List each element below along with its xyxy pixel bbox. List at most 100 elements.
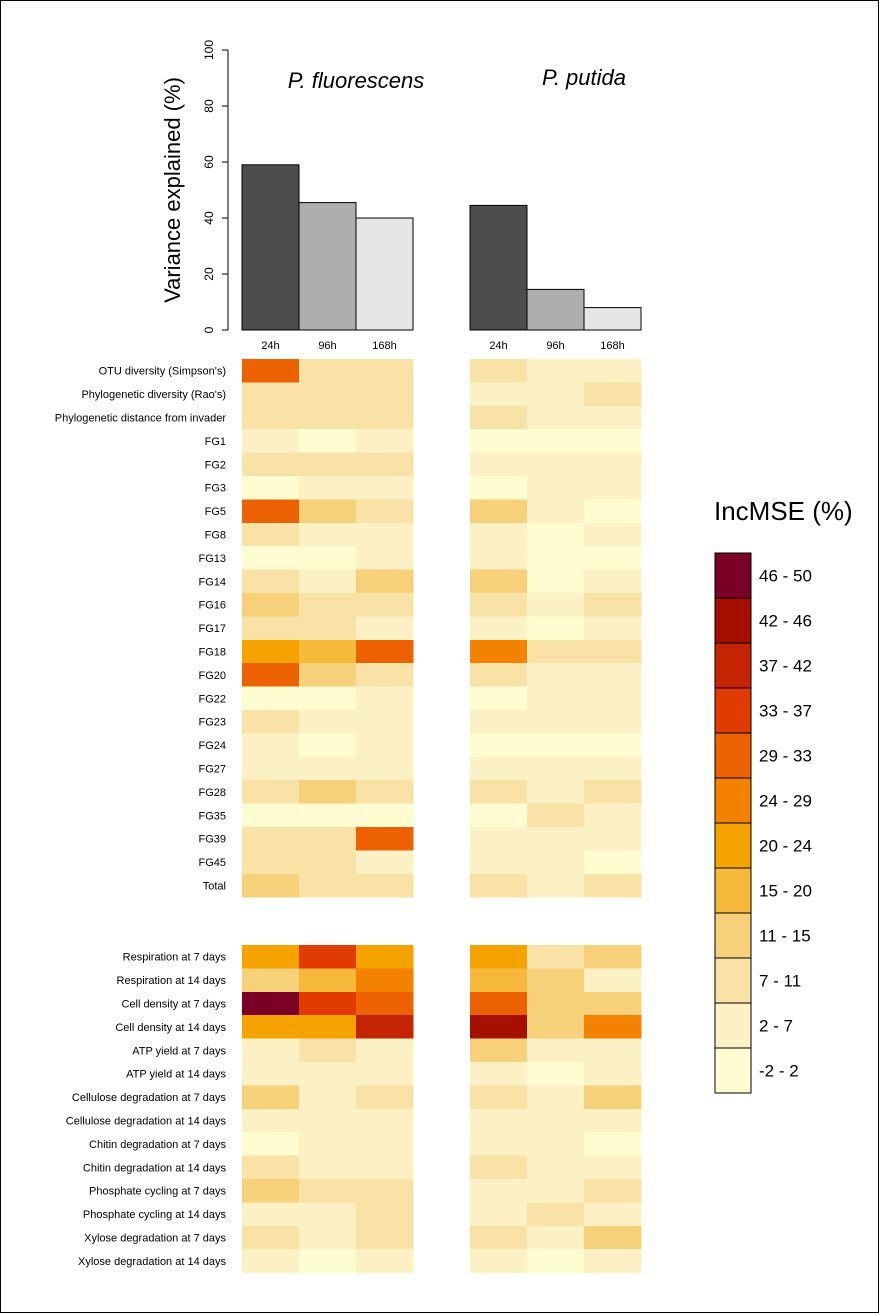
heatmap-row-label: Cell density at 14 days <box>115 1022 226 1034</box>
heatmap-cell-p-putida-fg28-24h <box>470 780 528 805</box>
heatmap-cell-p-fluorescens-fg5-168h <box>356 499 414 524</box>
heatmap-cell-p-putida-fg17-96h <box>527 616 585 641</box>
heatmap-cell-p-putida-xylose-degradation-at-7-days-168h <box>584 1225 642 1250</box>
legend-swatch <box>714 822 752 869</box>
heatmap-cell-p-putida-fg39-24h <box>470 827 528 851</box>
heatmap-cell-p-putida-fg5-24h <box>470 499 528 524</box>
heatmap-cell-p-putida-fg1-96h <box>527 429 585 454</box>
heatmap-cell-p-putida-respiration-at-14-days-24h <box>470 968 528 993</box>
legend-label: 15 - 20 <box>759 882 812 901</box>
heatmap-cell-p-putida-respiration-at-14-days-168h <box>584 968 642 993</box>
heatmap-row-label: FG39 <box>198 834 226 846</box>
heatmap-cell-p-putida-cell-density-at-14-days-96h <box>527 1015 585 1040</box>
legend-swatch <box>714 1002 752 1049</box>
legend-label: 42 - 46 <box>759 612 812 631</box>
legend-label: 46 - 50 <box>759 567 812 586</box>
heatmap-cell-p-fluorescens-fg28-96h <box>299 780 357 805</box>
heatmap-cell-p-fluorescens-fg13-96h <box>299 546 357 571</box>
heatmap-cell-p-putida-fg3-24h <box>470 476 528 500</box>
heatmap-row-label: FG2 <box>205 459 226 471</box>
heatmap-cell-p-putida-phylogenetic-distance-from-invader-24h <box>470 405 528 430</box>
heatmap-cell-p-putida-fg45-24h <box>470 850 528 875</box>
heatmap-cell-p-putida-fg39-168h <box>584 827 642 851</box>
heatmap-cell-p-fluorescens-fg2-168h <box>356 452 414 477</box>
heatmap-cell-p-putida-total-24h <box>470 873 528 898</box>
heatmap-row-label: FG23 <box>198 717 226 729</box>
heatmap-cell-p-putida-fg8-24h <box>470 522 528 547</box>
bar-title-p-putida: P. putida <box>542 65 626 90</box>
heatmap-row-label: Chitin degradation at 7 days <box>89 1139 226 1151</box>
heatmap-cell-p-fluorescens-xylose-degradation-at-14-days-96h <box>299 1249 357 1274</box>
heatmap-cell-p-fluorescens-fg8-168h <box>356 522 414 547</box>
heatmap-cell-p-fluorescens-fg8-96h <box>299 522 357 547</box>
heatmap-cell-p-fluorescens-fg35-168h <box>356 803 414 828</box>
heatmap-cell-p-putida-atp-yield-at-14-days-168h <box>584 1062 642 1086</box>
bar-p-putida-96h <box>526 288 585 331</box>
heatmap-row-label: FG16 <box>198 600 226 612</box>
heatmap-cell-p-fluorescens-fg39-24h <box>242 827 300 851</box>
heatmap-row-label: FG45 <box>198 857 226 869</box>
heatmap-cell-p-fluorescens-atp-yield-at-14-days-168h <box>356 1062 414 1086</box>
heatmap-cell-p-putida-fg24-24h <box>470 733 528 758</box>
heatmap-cell-p-fluorescens-fg28-168h <box>356 780 414 805</box>
heatmap-cell-p-putida-cellulose-degradation-at-7-days-168h <box>584 1085 642 1110</box>
heatmap-cell-p-fluorescens-respiration-at-14-days-96h <box>299 968 357 993</box>
legend-swatch <box>714 732 752 779</box>
heatmap-cell-p-fluorescens-fg17-168h <box>356 616 414 641</box>
bar-title-p-fluorescens: P. fluorescens <box>288 68 425 93</box>
legend-swatch <box>714 1047 752 1094</box>
heatmap-cell-p-fluorescens-fg22-96h <box>299 686 357 711</box>
heatmap-row-label: FG18 <box>198 647 226 659</box>
heatmap-cell-p-putida-fg2-168h <box>584 452 642 477</box>
legend-swatch <box>714 957 752 1004</box>
heatmap-cell-p-fluorescens-phylogenetic-distance-from-invader-96h <box>299 405 357 430</box>
heatmap-cell-p-fluorescens-fg8-24h <box>242 522 300 547</box>
heatmap-cell-p-fluorescens-fg45-24h <box>242 850 300 875</box>
heatmap-row-label: FG13 <box>198 553 226 565</box>
heatmap-cell-p-putida-total-168h <box>584 873 642 898</box>
heatmap-cell-p-putida-chitin-degradation-at-7-days-96h <box>527 1132 585 1157</box>
heatmap-cell-p-fluorescens-fg24-168h <box>356 733 414 758</box>
heatmap-row-label: FG24 <box>198 740 226 752</box>
heatmap-cell-p-fluorescens-fg45-168h <box>356 850 414 875</box>
heatmap-cell-p-putida-fg20-168h <box>584 663 642 688</box>
heatmap-cell-p-putida-atp-yield-at-7-days-96h <box>527 1038 585 1063</box>
heatmap-cell-p-fluorescens-fg20-96h <box>299 663 357 688</box>
heatmap-cell-p-putida-phylogenetic-distance-from-invader-168h <box>584 405 642 430</box>
heatmap-cell-p-putida-fg22-96h <box>527 686 585 711</box>
heatmap-cell-p-putida-fg27-24h <box>470 756 528 781</box>
bar-p-fluorescens-96h <box>298 202 357 331</box>
x-tick-label: 168h <box>372 340 396 352</box>
heatmap-cell-p-putida-fg13-96h <box>527 546 585 571</box>
heatmap-cell-p-putida-xylose-degradation-at-7-days-24h <box>470 1225 528 1250</box>
legend-swatch <box>714 867 752 914</box>
heatmap: OTU diversity (Simpson's) Phylogenetic di… <box>55 359 642 1274</box>
heatmap-cell-p-fluorescens-atp-yield-at-14-days-24h <box>242 1062 300 1086</box>
heatmap-cell-p-fluorescens-fg16-96h <box>299 593 357 617</box>
heatmap-cell-p-fluorescens-fg24-96h <box>299 733 357 758</box>
heatmap-cell-p-fluorescens-chitin-degradation-at-14-days-168h <box>356 1155 414 1180</box>
legend-label: 2 - 7 <box>759 1017 793 1036</box>
heatmap-row-label: FG8 <box>205 530 226 542</box>
heatmap-row-label: FG20 <box>198 670 226 682</box>
heatmap-cell-p-putida-cellulose-degradation-at-7-days-24h <box>470 1085 528 1110</box>
heatmap-row-label: FG3 <box>205 483 226 495</box>
heatmap-cell-p-fluorescens-otu-diversity-simpson-s-24h <box>242 359 300 383</box>
heatmap-cell-p-fluorescens-cell-density-at-7-days-96h <box>299 991 357 1016</box>
heatmap-cell-p-fluorescens-respiration-at-7-days-168h <box>356 945 414 969</box>
x-tick-label: 96h <box>318 340 336 352</box>
heatmap-cell-p-fluorescens-cellulose-degradation-at-7-days-168h <box>356 1085 414 1110</box>
heatmap-cell-p-fluorescens-xylose-degradation-at-14-days-24h <box>242 1249 300 1274</box>
heatmap-row-label: Xylose degradation at 14 days <box>78 1256 226 1268</box>
heatmap-cell-p-putida-fg24-96h <box>527 733 585 758</box>
heatmap-cell-p-fluorescens-phylogenetic-diversity-rao-s-24h <box>242 382 300 407</box>
heatmap-cell-p-putida-fg16-24h <box>470 593 528 617</box>
heatmap-cell-p-putida-fg5-96h <box>527 499 585 524</box>
heatmap-cell-p-fluorescens-cell-density-at-14-days-168h <box>356 1015 414 1040</box>
heatmap-cell-p-putida-fg13-24h <box>470 546 528 571</box>
heatmap-cell-p-putida-fg18-24h <box>470 639 528 664</box>
heatmap-cell-p-putida-phosphate-cycling-at-7-days-168h <box>584 1179 642 1203</box>
heatmap-cell-p-fluorescens-fg13-24h <box>242 546 300 571</box>
heatmap-row-label: Xylose degradation at 7 days <box>84 1233 226 1245</box>
